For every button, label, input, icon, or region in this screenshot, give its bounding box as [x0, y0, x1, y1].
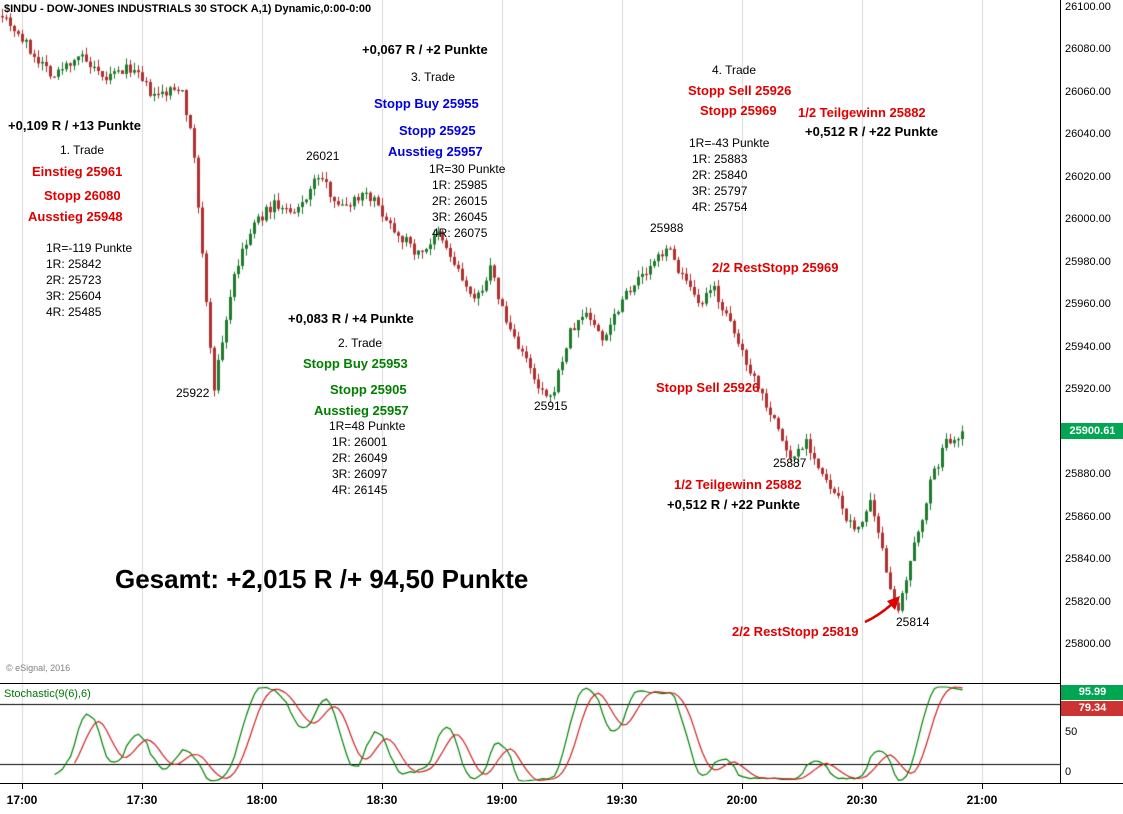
time-axis-label: 19:00 [486, 793, 518, 807]
price-axis-label: 25800.00 [1065, 638, 1111, 650]
time-axis-tick [382, 784, 383, 789]
price-axis-label: 26080.00 [1065, 43, 1111, 56]
stochastic-pane[interactable]: Stochastic(9(6),6) [0, 683, 1060, 784]
time-axis-label: 21:00 [966, 793, 998, 807]
time-axis-label: 17:30 [126, 793, 158, 807]
price-axis-label: 25920.00 [1065, 383, 1111, 396]
time-axis-label: 20:30 [846, 793, 878, 807]
time-axis-tick [502, 784, 503, 789]
price-axis-label: 26060.00 [1065, 85, 1111, 98]
stochastic-d-value: 79.34 [1061, 701, 1123, 716]
price-axis-label: 25980.00 [1065, 255, 1111, 268]
price-axis-label: 25820.00 [1065, 595, 1111, 608]
chart-title: $INDU - DOW-JONES INDUSTRIALS 30 STOCK A… [4, 3, 372, 15]
time-axis[interactable]: 17:00 17:30 18:00 18:30 19:00 19:30 20:00 20:30… [0, 783, 1123, 814]
price-axis-label: 26100.00 [1065, 1, 1111, 13]
stochastic-axis-mid-label: 50 [1065, 726, 1078, 738]
time-axis-tick [142, 784, 143, 789]
time-axis-label: 18:30 [366, 793, 398, 807]
time-axis-tick [622, 784, 623, 789]
stochastic-label: Stochastic(9(6),6) [4, 688, 91, 700]
price-axis[interactable]: 25900.61 95.99 79.34 50 0 26100.00 26080.… [1060, 0, 1123, 783]
price-axis-label: 26000.00 [1065, 213, 1111, 226]
current-price-badge: 25900.61 [1061, 423, 1123, 440]
stochastic-axis-bottom-label: 0 [1065, 766, 1072, 778]
price-axis-label: 25840.00 [1065, 553, 1111, 566]
stochastic-k-value: 95.99 [1061, 685, 1123, 700]
price-axis-label: 25880.00 [1065, 468, 1111, 481]
time-axis-tick [742, 784, 743, 789]
price-axis-label: 26020.00 [1065, 170, 1111, 183]
price-axis-label: 25940.00 [1065, 340, 1111, 353]
time-axis-tick [262, 784, 263, 789]
time-axis-tick [862, 784, 863, 789]
price-axis-label: 26040.00 [1065, 128, 1111, 141]
price-pane[interactable]: $INDU - DOW-JONES INDUSTRIALS 30 STOCK A… [0, 0, 1060, 683]
copyright-label: © eSignal, 2016 [6, 663, 71, 673]
time-axis-label: 17:00 [6, 793, 38, 807]
price-axis-label: 25860.00 [1065, 510, 1111, 523]
price-chart-canvas[interactable] [0, 0, 1060, 683]
stochastic-canvas[interactable] [0, 684, 1060, 784]
time-axis-label: 20:00 [726, 793, 758, 807]
price-axis-label: 25960.00 [1065, 298, 1111, 311]
time-axis-label: 19:30 [606, 793, 638, 807]
time-axis-tick [982, 784, 983, 789]
time-axis-tick [22, 784, 23, 789]
time-axis-label: 18:00 [246, 793, 278, 807]
